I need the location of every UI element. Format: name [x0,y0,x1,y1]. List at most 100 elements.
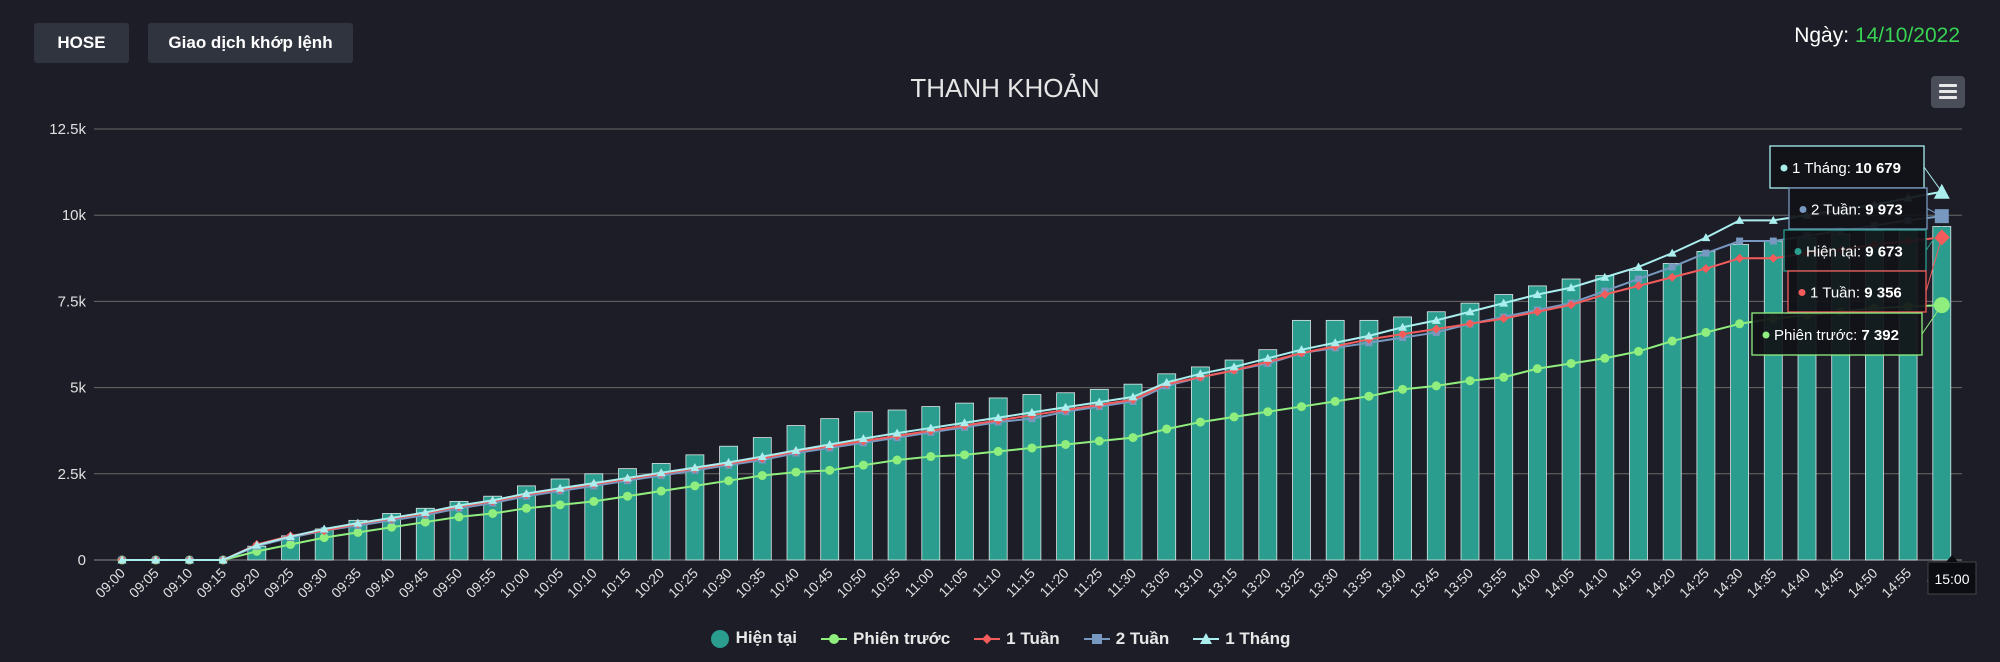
legend-two-week-symbol [1083,634,1110,645]
x-tick-label: 11:15 [1003,565,1039,601]
one-month-point [589,478,599,487]
one-week-point [1768,253,1778,263]
x-tick-label: 11:05 [935,565,971,601]
two-week-point [1736,237,1744,245]
legend-two-week[interactable]: 2 Tuần [1083,629,1169,649]
x-hover-label: 15:00 [1934,571,1969,587]
bar [517,485,536,561]
legend-one-month[interactable]: 1 Tháng [1193,629,1290,649]
legend-one-week[interactable]: 1 Tuần [974,629,1060,649]
tooltip-bullet [1780,164,1788,172]
previous-session-point [1094,436,1104,446]
x-tick-label: 10:55 [867,565,903,601]
legend-one-week-symbol [974,634,1001,645]
one-week-point [1431,324,1441,334]
bar [1123,383,1143,561]
legend-previous-session[interactable]: Phiên trước [821,629,950,649]
one-month-point [151,555,161,564]
one-month-point [858,434,868,443]
x-tick-label: 14:15 [1609,565,1645,601]
tooltip-bullet [1799,206,1807,213]
legend-marker [1200,633,1213,645]
previous-session-point [858,460,868,470]
previous-session-point [319,533,329,543]
bar [584,473,604,561]
previous-session-point [387,522,397,532]
x-tick-label: 14:25 [1676,565,1712,601]
x-hover-label-box [1927,561,1977,595]
chart-menu-button[interactable] [1931,76,1965,108]
two-week-point [1635,275,1642,283]
tooltip-bullet [1794,248,1802,255]
legend-marker [829,634,840,645]
two-week-point [1668,263,1676,271]
bar [719,445,738,561]
legend-current[interactable]: Hiện tại [710,628,797,649]
bar [1662,263,1682,561]
x-tick-label: 09:20 [227,565,263,601]
one-month-point [1162,377,1172,386]
bar [1258,349,1278,561]
y-tick-label: 5k [70,380,86,397]
one-week-point [1600,290,1610,300]
x-tick-label: 09:50 [429,565,465,601]
date-display: Ngày: 14/10/2022 [1794,24,1960,48]
previous-session-point [1398,384,1408,394]
previous-session-point [555,500,565,510]
tooltip-connector [1921,304,1943,335]
x-tick-label: 10:25 [665,565,701,601]
bar [685,454,705,561]
tooltip-box [1769,145,1925,189]
bar [1359,319,1379,561]
previous-session-point [825,465,835,475]
one-month-point [1465,307,1475,316]
one-month-point [1195,369,1205,378]
trade-type-button[interactable]: Giao dịch khớp lệnh [148,23,353,63]
x-tick-label: 14:30 [1710,565,1746,601]
one-month-point [319,524,329,533]
one-week-point [1465,319,1475,329]
previous-session-point [1229,412,1239,422]
bar [786,425,806,561]
one-month-point [993,413,1003,422]
tooltip-box [1751,312,1923,356]
x-tick-label: 09:25 [261,565,297,601]
date-value: 14/10/2022 [1854,24,1960,47]
tooltip-box [1788,187,1928,230]
legend-marker [1091,634,1102,645]
x-tick-label: 11:00 [902,565,938,601]
one-month-point [960,418,969,427]
one-month-point [454,501,464,510]
y-tick-label: 2.5k [58,466,87,483]
chart-legend: Hiện tại Phiên trước 1 Tuần 2 Tuần 1 Tháng [0,628,2000,649]
exchange-button[interactable]: HOSE [34,23,129,63]
legend-label: 1 Tháng [1225,628,1291,648]
x-tick-label: 11:25 [1070,565,1106,601]
bar [955,402,974,561]
tooltip-value: 10 679 [1855,160,1901,177]
tooltip-value: 9 673 [1865,244,1903,261]
previous-session-point [488,508,498,518]
tooltip-label: Hiện tại: [1806,244,1865,261]
bar [1022,394,1042,561]
bar [1191,366,1210,561]
x-tick-label: 14:05 [1541,565,1577,601]
x-tick-label: 10:15 [598,565,634,601]
one-month-point [1398,322,1408,331]
x-tick-label: 09:35 [328,565,364,601]
previous-session-point [1297,402,1306,412]
one-month-point [1667,248,1677,257]
previous-session-point [757,471,767,481]
x-tick-label: 10:45 [800,565,836,601]
tooltip-connector [1925,226,1943,251]
tooltip-value: 9 356 [1864,285,1902,302]
tooltip-bullet [1762,331,1770,339]
previous-session-point [892,455,902,465]
bar [1595,275,1615,561]
bar [1224,359,1244,561]
tooltip-connector [1923,166,1943,193]
y-tick-label: 0 [78,552,86,569]
tooltip-value: 7 392 [1861,327,1899,344]
x-tick-label: 14:55 [1878,565,1914,601]
previous-session-point [1667,336,1677,346]
